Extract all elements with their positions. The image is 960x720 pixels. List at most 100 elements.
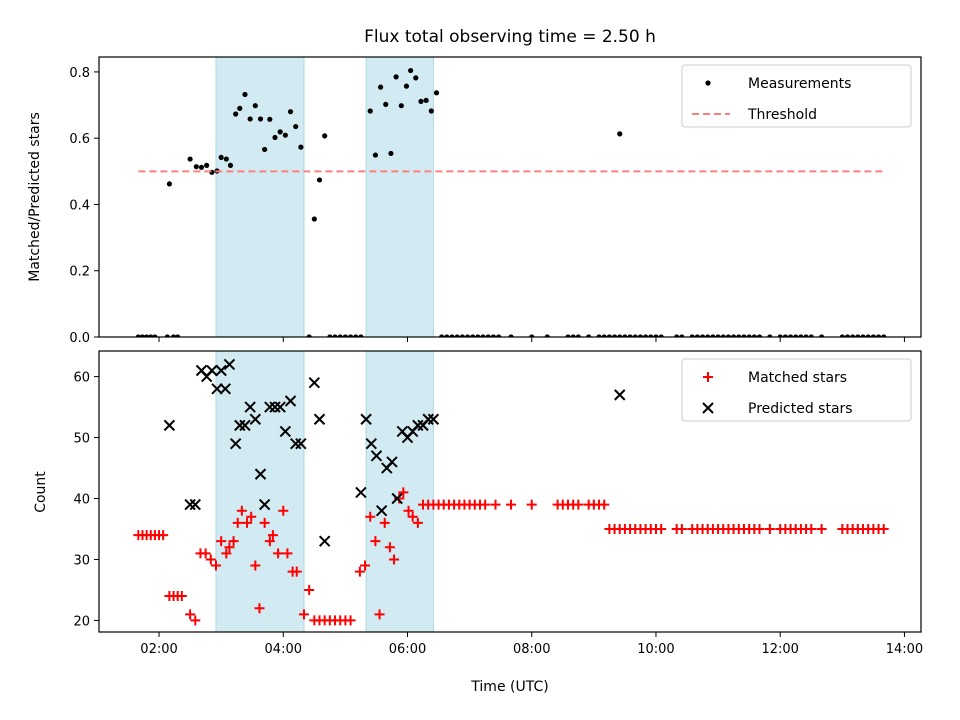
measurement-point [485,334,491,337]
measurement-point [586,334,592,337]
measurement-point [632,334,638,337]
measurement-point [480,334,486,337]
matched-star-point [278,505,289,516]
measurement-point [358,334,364,337]
matched-star-point [354,566,365,577]
predicted-star-point [184,498,196,511]
measurement-point [720,334,726,337]
measurement-point [725,334,732,337]
legend-label: Threshold [747,107,817,123]
y-tick-label: 60 [73,371,90,386]
measurement-point [306,334,312,337]
plot-area [135,67,887,337]
matched-star-point [676,523,687,534]
legend-marker [703,372,713,382]
predicted-star-point [239,419,251,432]
measurement-point [282,132,288,138]
measurement-point [166,181,172,187]
x-tick-label: 14:00 [886,642,923,657]
measurement-point [756,334,763,337]
matched-star-point [754,523,765,534]
measurement-point [170,334,177,337]
measurement-point [293,123,299,130]
measurement-point [218,154,224,161]
measurement-point [403,83,410,89]
measurement-point [367,108,373,114]
measurement-point [674,334,680,337]
measurement-point [272,134,278,141]
measurement-point [464,334,471,337]
measurement-point [658,334,664,337]
measurement-point [257,116,264,122]
legend-box [681,358,912,422]
measurement-point [252,103,258,109]
predicted-star-point [313,413,326,425]
legend-label: Matched stars [748,370,847,386]
y-tick-label: 50 [73,432,90,447]
measurement-point [223,156,229,162]
measurement-point [679,334,685,337]
measurement-point [475,334,481,337]
measurement-point [198,164,205,170]
measurement-point [408,67,414,74]
axes-frame [98,56,922,338]
predicted-star-point [258,498,271,511]
measurement-point [508,334,514,337]
measurement-point [383,101,389,107]
predicted-star-point [365,437,377,450]
y-tick-label: 20 [73,614,90,629]
x-axis-label: Time (UTC) [470,679,548,695]
measurement-point [444,334,450,337]
matched-star-point [573,499,584,510]
measurement-point [627,334,633,337]
measurement-point [413,75,419,81]
legend-label: Measurements [748,76,851,92]
measurement-point [372,152,379,158]
matched-star-point [221,548,232,559]
predicted-star-point [211,383,223,395]
measurement-point [875,334,882,337]
measurement-point [337,334,343,337]
matched-star-point [273,548,284,559]
matched-star-point [379,517,390,528]
matched-star-point [298,609,309,620]
matched-star-point [407,511,418,522]
measurement-point [322,133,328,139]
measurement-point [870,334,876,337]
measurement-point [193,164,199,170]
measurement-point [637,334,644,337]
measurement-point [715,334,721,337]
y-tick-label: 0.4 [69,198,90,213]
measurement-point [175,334,181,337]
matched-star-point [236,505,247,516]
measurement-point [844,334,851,337]
matched-star-point [506,499,517,510]
measurement-point [439,334,445,337]
matched-star-point [216,536,227,547]
measurement-point [860,334,866,337]
y-tick-label: 0.0 [69,331,90,346]
measurement-point [247,116,253,122]
predicted-star-point [229,437,242,450]
matched-star-point [190,615,201,626]
matched-star-point [656,523,667,534]
matched-star-point [816,523,827,534]
predicted-star-point [206,364,218,377]
x-tick-label: 08:00 [513,642,550,657]
measurement-point [782,334,788,337]
chart-title: Flux total observing time = 2.50 h [364,27,656,47]
predicted-star-point [386,456,398,468]
measurement-point [787,334,794,337]
measurement-point [793,334,799,337]
matched-star-point [764,523,775,534]
x-tick-label: 02:00 [140,642,177,657]
measurement-point [819,334,825,337]
measurement-point [449,334,455,337]
measurement-point [596,334,602,337]
matched-star-point [176,591,187,602]
matched-star-point [224,542,235,553]
measurement-point [148,334,154,337]
y-tick-label: 0.6 [69,132,90,147]
measurement-point [187,156,193,162]
x-tick-label: 10:00 [637,642,674,657]
